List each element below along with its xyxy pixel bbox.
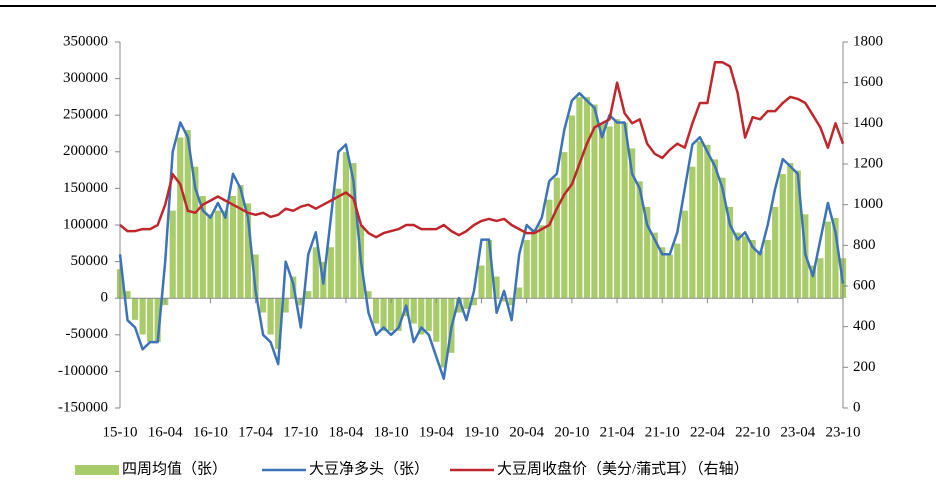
y2-tick-label: 1800	[853, 33, 883, 49]
y-tick-label: 50000	[71, 253, 109, 269]
bar	[379, 297, 388, 332]
y2-tick-label: 400	[853, 318, 876, 334]
y-tick-label: 300000	[63, 70, 108, 86]
x-tick-label: 22-04	[690, 424, 725, 440]
x-tick-label: 18-04	[328, 424, 363, 440]
x-tick-label: 20-10	[554, 424, 589, 440]
bar	[410, 297, 418, 325]
bar	[229, 195, 237, 299]
y2-tick-label: 1600	[853, 74, 883, 90]
y2-tick-label: 1200	[853, 155, 883, 171]
legend-swatch	[75, 465, 119, 475]
bar	[756, 250, 764, 299]
bar	[613, 118, 621, 299]
bar	[304, 290, 312, 299]
bar	[816, 257, 825, 299]
bar	[598, 122, 606, 299]
y-tick-label: 100000	[63, 216, 108, 232]
bar	[477, 264, 486, 299]
y-tick-label: 250000	[63, 107, 108, 123]
y2-tick-label: 0	[853, 399, 861, 415]
x-tick-label: 19-10	[464, 424, 499, 440]
x-tick-label: 21-10	[645, 424, 680, 440]
bar	[176, 136, 184, 299]
bar	[703, 144, 712, 299]
bar	[372, 297, 380, 325]
bar	[425, 297, 433, 332]
y-tick-label: 150000	[63, 180, 108, 196]
bar	[711, 158, 719, 299]
legend-label: 大豆净多头（张）	[309, 460, 429, 477]
bar	[786, 162, 794, 299]
series-line	[118, 91, 845, 380]
bar	[327, 246, 335, 299]
bar	[763, 239, 772, 299]
x-tick-label: 23-04	[780, 424, 815, 440]
bar	[432, 297, 441, 343]
bar	[666, 253, 674, 299]
y-tick-label: 200000	[63, 143, 108, 159]
x-tick-label: 19-04	[419, 424, 454, 440]
x-tick-label: 15-10	[103, 424, 138, 440]
y2-tick-label: 600	[853, 277, 876, 293]
x-tick-label: 21-04	[600, 424, 635, 440]
bar	[568, 114, 576, 299]
bar	[545, 199, 553, 299]
bar	[138, 297, 147, 336]
y2-tick-label: 800	[853, 237, 876, 253]
bar	[146, 297, 154, 343]
y-tick-label: 0	[101, 290, 109, 306]
y2-tick-label: 1000	[853, 196, 883, 212]
series-line	[119, 61, 845, 239]
x-tick-label: 17-10	[283, 424, 318, 440]
legend-label: 四周均值（张）	[122, 460, 227, 477]
bar	[681, 210, 689, 299]
x-tick-label: 17-04	[238, 424, 273, 440]
bar	[522, 239, 531, 299]
bar	[688, 166, 697, 299]
bar	[733, 232, 742, 299]
x-tick-label: 23-10	[826, 424, 861, 440]
bar	[620, 122, 629, 299]
bar	[575, 96, 584, 299]
bar	[771, 206, 779, 299]
y-tick-label: -100000	[58, 363, 108, 379]
bar	[560, 151, 569, 299]
bar	[342, 151, 350, 299]
bar	[259, 297, 267, 314]
bar	[779, 173, 787, 299]
y-tick-label: -150000	[58, 399, 108, 415]
bar	[530, 228, 538, 299]
y-tick-label: -50000	[66, 326, 109, 342]
bar	[605, 125, 614, 299]
bar	[673, 243, 682, 299]
x-tick-label: 16-10	[193, 424, 228, 440]
bar	[206, 213, 215, 299]
x-tick-label: 16-04	[148, 424, 183, 440]
bar	[538, 224, 546, 299]
y-tick-label: 350000	[63, 33, 108, 49]
bar	[696, 140, 704, 299]
bar	[131, 297, 139, 321]
y2-tick-label: 1400	[853, 115, 883, 131]
bar	[824, 221, 832, 299]
bar	[334, 188, 343, 299]
bar	[583, 96, 591, 299]
y2-tick-label: 200	[853, 359, 876, 375]
bar	[214, 210, 222, 299]
bar	[741, 235, 749, 299]
x-tick-label: 22-10	[735, 424, 770, 440]
bar	[169, 210, 177, 299]
x-tick-label: 20-04	[509, 424, 544, 440]
bar	[515, 286, 523, 299]
bar	[266, 297, 275, 336]
bar	[221, 210, 230, 299]
bar	[553, 177, 561, 299]
legend-label: 大豆周收盘价（美分/蒲式耳）（右轴）	[497, 459, 749, 477]
x-tick-label: 18-10	[374, 424, 409, 440]
